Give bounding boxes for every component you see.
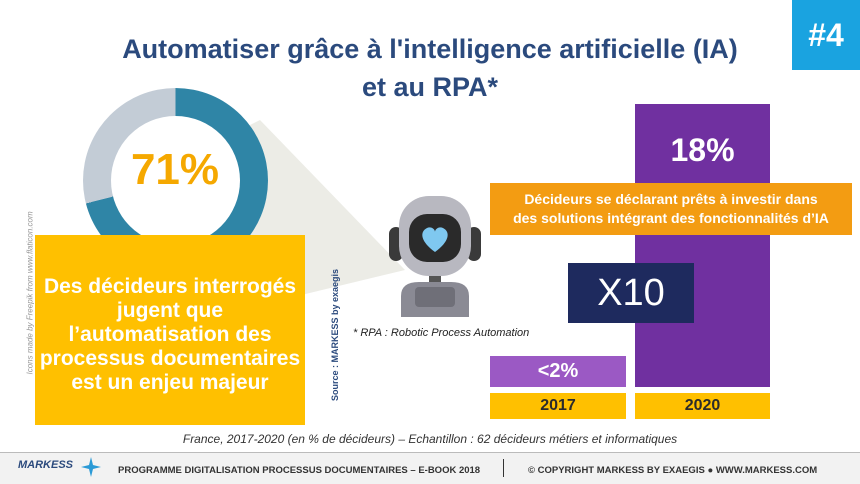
- footer-bar: [0, 453, 860, 484]
- chart-annotation-box: [490, 183, 852, 235]
- highlight-line-4: processus documentaires: [39, 347, 301, 370]
- donut-hole: [111, 116, 240, 245]
- footer-copyright: © COPYRIGHT MARKESS BY EXAEGIS ● WWW.MAR…: [528, 465, 818, 476]
- chart-annotation-line-2: des solutions intégrant des fonctionnali…: [513, 210, 829, 226]
- highlight-text: Des décideurs interrogés jugent que l’au…: [35, 275, 305, 395]
- rpa-footnote: * RPA : Robotic Process Automation: [353, 327, 530, 339]
- slide-title: Automatiser grâce à l'intelligence artif…: [40, 30, 820, 106]
- x-tick-label-2020: 2020: [635, 393, 770, 419]
- sample-footnote: France, 2017-2020 (en % de décideurs) – …: [182, 432, 678, 446]
- slide-number-badge: #4: [792, 0, 860, 70]
- markess-logo: MARKESS: [18, 459, 74, 471]
- footer-separator: [503, 459, 504, 477]
- multiplier-badge: X10: [568, 263, 694, 323]
- bar-2020: [635, 104, 770, 387]
- x-tick-label-2017: 2017: [490, 393, 626, 419]
- highlight-line-3: l’automatisation des: [68, 323, 272, 346]
- bar-value-label-2020: 18%: [670, 132, 735, 168]
- highlight-box: [35, 235, 305, 425]
- donut-value-label: 71%: [130, 145, 220, 194]
- chart-annotation-line-1: Décideurs se déclarant prêts à investir …: [524, 191, 818, 207]
- title-line-2: et au RPA*: [361, 72, 499, 102]
- icons-credit: Icons made by Freepik from www.flaticon.…: [25, 211, 35, 375]
- robot-icon: [389, 196, 481, 317]
- footer-divider: [0, 452, 860, 453]
- highlight-line-5: est un enjeu majeur: [71, 371, 269, 394]
- bar-2017: [490, 355, 626, 387]
- source-label: Source : MARKESS by exaegis: [330, 268, 340, 402]
- footer-program: PROGRAMME DIGITALISATION PROCESSUS DOCUM…: [118, 465, 481, 476]
- highlight-line-2: jugent que: [116, 299, 224, 322]
- title-line-1: Automatiser grâce à l'intelligence artif…: [122, 34, 738, 64]
- star-logo-icon: [81, 457, 101, 477]
- bar-value-label-2017: <2%: [537, 359, 579, 382]
- highlight-line-1: Des décideurs interrogés: [43, 275, 297, 298]
- chart-annotation: Décideurs se déclarant prêts à investir …: [490, 190, 852, 228]
